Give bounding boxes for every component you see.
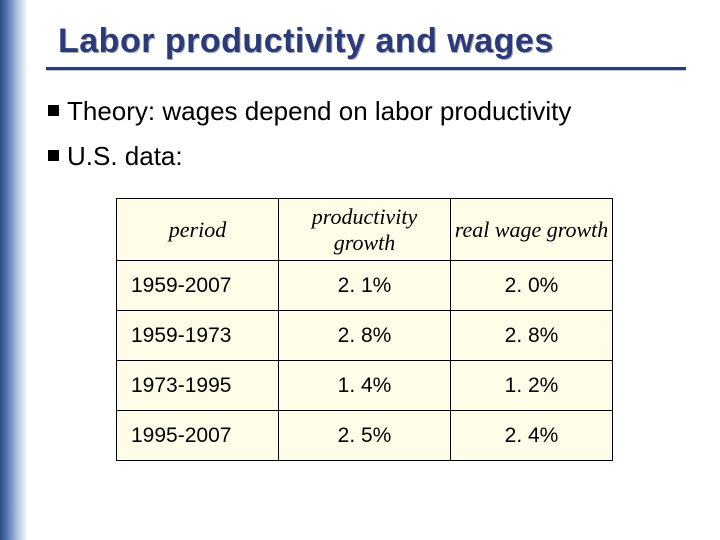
bullet-square-icon [48,150,59,161]
table-cell-realwage: 1. 2% [451,361,613,411]
left-gradient-strip [0,0,28,540]
bullet-square-icon [48,105,59,116]
bullet-item: U.S. data: [48,141,678,172]
table-cell-realwage: 2. 8% [451,311,613,361]
table-cell-productivity: 2. 8% [279,311,451,361]
table-row: 1959-2007 2. 1% 2. 0% [117,261,613,311]
bullet-text: U.S. data: [67,141,183,172]
data-table-wrap: period productivity growth real wage gro… [116,198,613,461]
table-cell-realwage: 2. 0% [451,261,613,311]
slide-title: Labor productivity and wages [58,22,678,61]
data-table: period productivity growth real wage gro… [116,198,613,461]
title-underline-shadow [46,70,686,71]
table-header-productivity: productivity growth [279,199,451,261]
table-cell-period: 1973-1995 [117,361,279,411]
bullet-item: Theory: wages depend on labor productivi… [48,96,678,127]
table-header-row: period productivity growth real wage gro… [117,199,613,261]
table-cell-period: 1959-2007 [117,261,279,311]
table-cell-realwage: 2. 4% [451,411,613,461]
table-row: 1959-1973 2. 8% 2. 8% [117,311,613,361]
table-cell-productivity: 1. 4% [279,361,451,411]
table-row: 1995-2007 2. 5% 2. 4% [117,411,613,461]
table-row: 1973-1995 1. 4% 1. 2% [117,361,613,411]
bullet-list: Theory: wages depend on labor productivi… [48,96,678,186]
table-header-realwage: real wage growth [451,199,613,261]
table-cell-period: 1995-2007 [117,411,279,461]
table-header-period: period [117,199,279,261]
title-block: Labor productivity and wages [58,22,678,71]
table-cell-productivity: 2. 5% [279,411,451,461]
table-cell-productivity: 2. 1% [279,261,451,311]
table-cell-period: 1959-1973 [117,311,279,361]
bullet-text: Theory: wages depend on labor productivi… [67,96,571,127]
